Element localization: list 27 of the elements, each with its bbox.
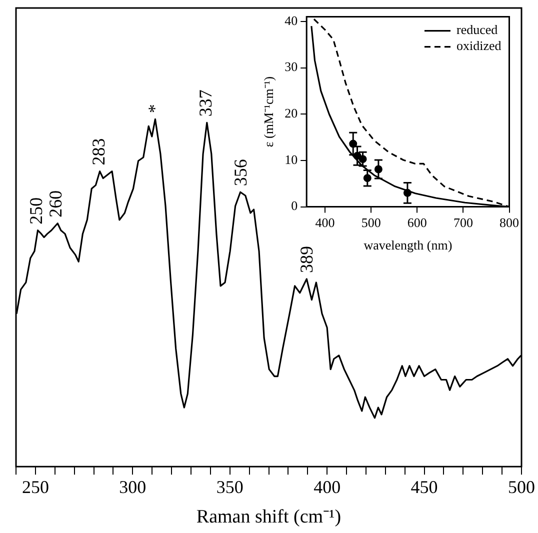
- y-tick-label: 0: [291, 198, 298, 214]
- x-tick-label: 700: [453, 215, 473, 230]
- legend-label: oxidized: [456, 38, 502, 54]
- legend-label: reduced: [456, 22, 498, 38]
- y-tick-label: 10: [284, 152, 298, 167]
- x-tick-label: 500: [508, 477, 535, 498]
- annotation: 260: [46, 190, 66, 218]
- annotation: 389: [296, 246, 316, 273]
- x-tick-label: 400: [315, 215, 335, 230]
- x-tick-label: 600: [407, 215, 427, 230]
- annotation: 283: [88, 138, 108, 166]
- annotation: *: [144, 104, 165, 114]
- x-axis-title: wavelength (nm): [364, 238, 452, 253]
- y-tick-label: 20: [284, 106, 298, 121]
- x-tick-label: 400: [314, 477, 341, 498]
- x-tick-label: 300: [119, 477, 146, 498]
- annotation: 356: [230, 159, 250, 186]
- annotation: 337: [195, 90, 216, 117]
- y-axis-title: ε (mM⁻¹cm⁻¹): [261, 76, 276, 148]
- x-tick-label: 450: [410, 477, 438, 498]
- y-tick-label: 40: [284, 12, 298, 28]
- x-tick-label: 800: [500, 215, 519, 230]
- y-tick-label: 30: [284, 59, 298, 74]
- x-tick-label: 350: [216, 477, 244, 498]
- x-tick-label: 250: [22, 477, 49, 498]
- x-tick-label: 500: [361, 215, 381, 230]
- x-axis-title: Raman shift (cm⁻¹): [196, 506, 342, 528]
